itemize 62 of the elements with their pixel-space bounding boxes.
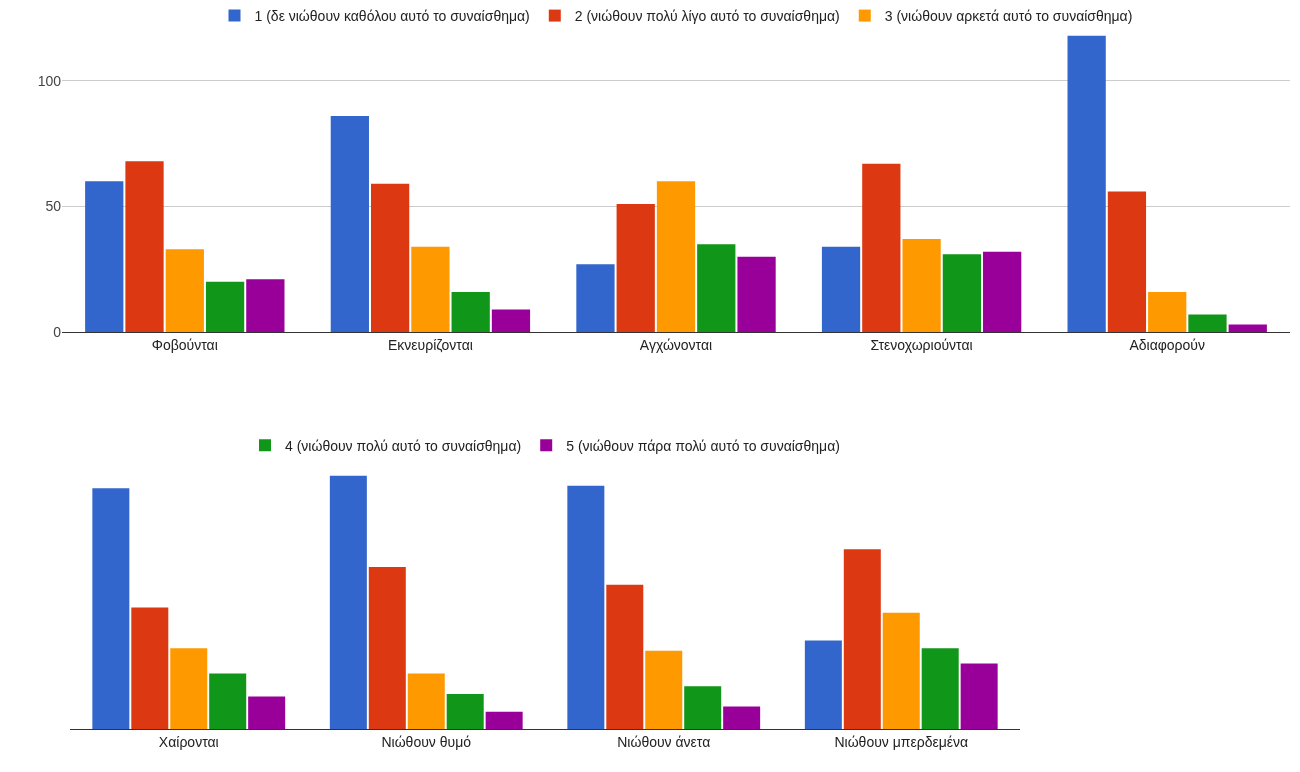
bar <box>329 475 367 730</box>
x-tick-label: Φοβούνται <box>151 336 218 353</box>
bar <box>85 181 124 333</box>
bar <box>821 246 861 333</box>
bar <box>576 264 615 333</box>
bar <box>942 254 982 333</box>
bar <box>170 648 208 730</box>
legend-label: 3 (νιώθουν αρκετά αυτό το συναίσθημα) <box>884 8 1133 25</box>
bar <box>209 673 247 730</box>
bar <box>656 181 696 333</box>
bar <box>131 607 169 730</box>
x-tick-label: Αγχώνονται <box>639 336 713 353</box>
bar <box>1188 314 1227 333</box>
bar <box>1228 324 1267 333</box>
bar <box>330 116 369 333</box>
x-tick-label: Νιώθουν θυμό <box>381 734 472 751</box>
x-tick-label: Νιώθουν μπερδεμένα <box>834 734 969 751</box>
bar <box>407 673 445 730</box>
bar <box>248 696 286 730</box>
bar <box>446 693 484 730</box>
x-tick-label: Στενοχωριούνται <box>870 336 973 353</box>
x-tick-label: Εκνευρίζονται <box>387 336 473 353</box>
x-tick-label: Χαίρονται <box>158 734 219 751</box>
legend-label: 5 (νιώθουν πάρα πολύ αυτό το συναίσθημα) <box>566 437 840 454</box>
bar <box>246 279 285 333</box>
bar <box>645 650 683 730</box>
bar <box>451 291 490 333</box>
bar <box>684 686 722 730</box>
bar <box>165 249 204 333</box>
x-tick-label: Νιώθουν άνετα <box>617 734 711 751</box>
y-tick-label: 100 <box>37 72 62 89</box>
bar <box>882 612 920 730</box>
bar <box>921 648 959 730</box>
y-tick-label: 50 <box>45 198 62 215</box>
legend-label: 1 (δε νιώθουν καθόλου αυτό το συναίσθημα) <box>254 8 530 25</box>
bar <box>723 706 761 730</box>
bar <box>368 567 406 730</box>
legend-label: 2 (νιώθουν πολύ λίγο αυτό το συναίσθημα) <box>574 8 840 25</box>
bar <box>125 161 164 333</box>
bar <box>606 584 644 730</box>
bar <box>92 488 130 730</box>
bar <box>485 711 523 730</box>
y-tick-label: 0 <box>53 323 62 340</box>
legend-label: 4 (νιώθουν πολύ αυτό το συναίσθημα) <box>285 437 522 454</box>
bar <box>567 485 605 730</box>
bar <box>697 244 736 333</box>
bar <box>370 183 410 333</box>
bar <box>205 281 245 333</box>
bar <box>862 163 901 333</box>
bar <box>1107 191 1147 333</box>
bar <box>902 239 941 333</box>
bar <box>411 246 450 333</box>
bar <box>1148 291 1187 333</box>
bar <box>960 663 998 730</box>
bar <box>491 309 531 333</box>
x-tick-label: Αδιαφορούν <box>1129 336 1205 353</box>
bar <box>804 640 842 730</box>
bar <box>1067 35 1106 333</box>
bar <box>843 549 881 730</box>
bar <box>983 251 1022 333</box>
bar <box>616 203 655 333</box>
bar <box>737 256 776 333</box>
